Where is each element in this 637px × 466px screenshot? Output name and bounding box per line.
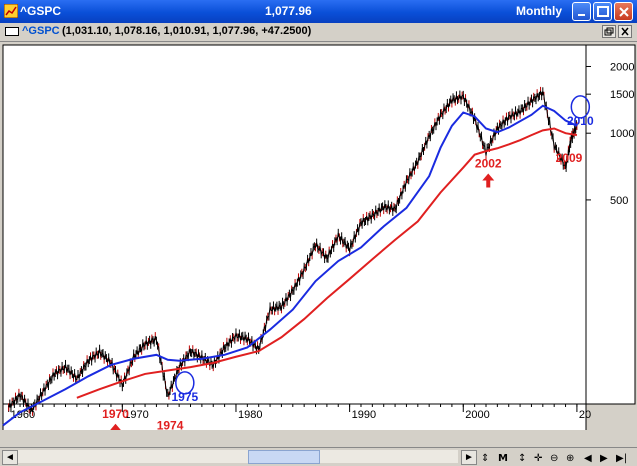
chart-close-button[interactable] — [618, 25, 632, 38]
annotation-circle — [175, 371, 195, 395]
y-tick-label: 2000 — [610, 61, 634, 73]
scroll-track[interactable] — [18, 450, 458, 464]
ohlc-readout: (1,031.10, 1,078.16, 1,010.91, 1,077.96,… — [62, 25, 312, 37]
play-forward-icon[interactable]: ▶ — [600, 453, 608, 464]
scroll-thumb[interactable] — [248, 450, 320, 464]
annotation-label: 1974 — [157, 419, 184, 430]
maximize-icon — [597, 6, 609, 17]
chart-scroll-toolbar: ◄ ► ⇕ M ↕ ✛ ⊖ ⊕ ◀ ▶ ▶| — [0, 447, 637, 466]
scroll-lock-icon[interactable]: ⇕ — [481, 453, 489, 464]
plot-area — [2, 44, 587, 405]
chart-tool-icons: ⇕ M ↕ ✛ ⊖ ⊕ ◀ ▶ ▶| — [481, 453, 627, 464]
x-tick-label: 2000 — [465, 409, 489, 421]
price-series-line — [8, 90, 578, 413]
maximize-button[interactable] — [593, 2, 612, 21]
x-tick-label: 1970 — [124, 409, 148, 421]
chart-app-icon — [4, 4, 18, 18]
scroll-right-button[interactable]: ► — [461, 450, 477, 465]
vertical-zoom-icon[interactable]: ↕ — [518, 453, 526, 464]
annotation-label: 2009 — [556, 151, 583, 165]
close-icon — [619, 7, 629, 17]
y-tick-label: 500 — [610, 195, 628, 207]
annotation-label: 1975 — [171, 390, 198, 404]
moving-average-red-line — [76, 127, 578, 399]
annotation-circle — [570, 95, 591, 119]
crosshair-icon[interactable]: ✛ — [534, 453, 543, 464]
zoom-out-icon[interactable]: ⊖ — [550, 453, 558, 464]
y-tick-label: 1000 — [610, 128, 634, 140]
annotation-arrow-icon — [482, 173, 495, 188]
window-period: Monthly — [516, 4, 562, 18]
x-tick-label: 1980 — [238, 409, 262, 421]
window-last-price: 1,077.96 — [265, 4, 312, 18]
chart-window-icon — [5, 27, 19, 36]
close-button[interactable] — [614, 2, 633, 21]
moving-average-blue-line — [2, 104, 578, 427]
end-icon[interactable]: ▶| — [616, 453, 627, 464]
restore-icon — [604, 27, 614, 36]
x-axis-panel — [2, 403, 587, 430]
window-titlebar: ^GSPC 1,077.96 Monthly — [0, 0, 637, 23]
window-symbol: ^GSPC — [20, 4, 62, 18]
annotation-label: 2010 — [567, 114, 594, 128]
minimize-icon — [578, 14, 585, 16]
close-icon — [621, 27, 629, 36]
annotation-label: 2002 — [475, 157, 502, 171]
zoom-in-icon[interactable]: ⊕ — [566, 453, 574, 464]
x-tick-label: 20 — [579, 409, 591, 421]
play-back-icon[interactable]: ◀ — [584, 453, 592, 464]
chart-subheader: ^GSPC (1,031.10, 1,078.16, 1,010.91, 1,0… — [0, 23, 637, 42]
m-icon[interactable]: M — [498, 453, 508, 464]
annotation-arrow-icon — [110, 423, 121, 430]
subheader-symbol: ^GSPC — [22, 25, 60, 37]
x-tick-label: 1990 — [352, 409, 376, 421]
scroll-left-button[interactable]: ◄ — [2, 450, 18, 465]
y-axis-panel — [585, 44, 636, 405]
annotation-label: 1970 — [102, 407, 129, 421]
minimize-button[interactable] — [572, 2, 591, 21]
y-tick-label: 1500 — [610, 89, 634, 101]
restore-button[interactable] — [602, 25, 616, 38]
